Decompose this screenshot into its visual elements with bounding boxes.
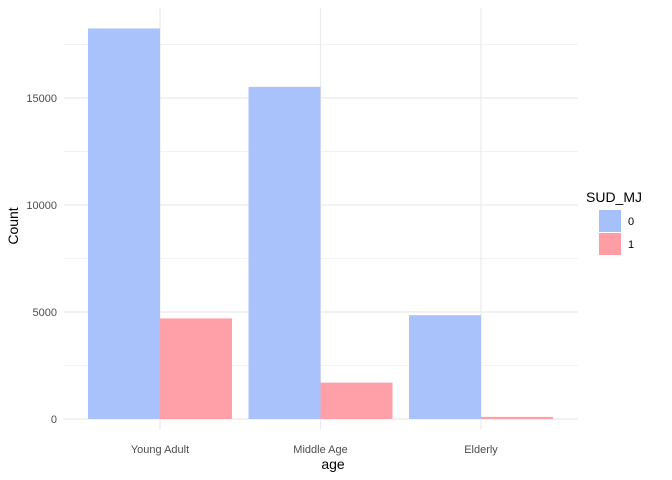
- bar-elderly-series-0: [409, 315, 481, 419]
- y-tick-label: 0: [51, 414, 57, 426]
- bar-middle-age-series-1: [320, 382, 393, 419]
- x-tick-label: Middle Age: [293, 444, 347, 456]
- y-axis-label: Count: [5, 207, 21, 244]
- bar-elderly-series-1: [481, 416, 553, 419]
- bar-young-adult-series-0: [88, 28, 160, 419]
- x-tick-label: Young Adult: [131, 444, 189, 456]
- y-tick-label: 10000: [26, 200, 57, 212]
- bar-middle-age-series-0: [248, 86, 321, 419]
- y-tick-label: 5000: [33, 307, 57, 319]
- x-axis-label: age: [321, 456, 345, 472]
- y-axis-ticks: 0 5000 10000 15000: [26, 93, 57, 426]
- bars-group: [88, 28, 553, 419]
- x-tick-label: Elderly: [464, 444, 498, 456]
- legend-title: SUD_MJ: [586, 189, 642, 205]
- legend-swatch: [599, 210, 621, 232]
- x-axis-ticks: Young Adult Middle Age Elderly: [131, 444, 498, 456]
- y-tick-label: 15000: [26, 93, 57, 105]
- legend: SUD_MJ 01: [586, 189, 642, 255]
- legend-label: 0: [628, 216, 634, 228]
- bar-young-adult-series-1: [160, 318, 232, 419]
- legend-swatch: [599, 233, 621, 255]
- legend-label: 1: [628, 239, 634, 251]
- legend-items: 01: [599, 210, 634, 255]
